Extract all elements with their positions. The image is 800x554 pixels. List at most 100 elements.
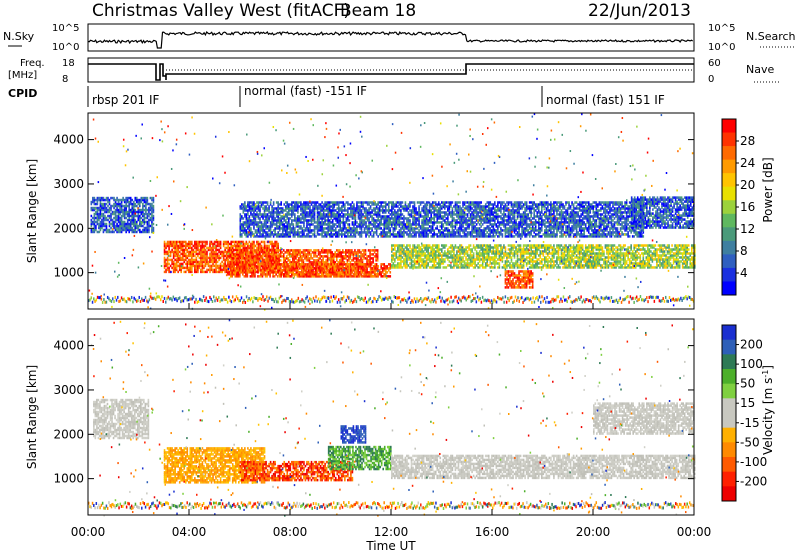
data-cell [299,255,302,258]
data-cell [257,207,260,210]
data-cell [301,265,304,268]
data-cell [418,213,420,216]
data-cell [391,211,393,214]
data-cell [418,215,420,218]
data-cell [444,219,446,222]
data-cell [387,201,390,204]
data-cell [307,201,310,204]
data-cell [275,209,278,212]
data-cell [384,207,387,210]
data-cell [374,275,376,278]
data-cell [302,255,305,258]
data-cell [225,270,228,274]
data-cell [424,217,426,220]
data-cell [328,249,330,252]
data-cell [283,215,286,218]
data-cell [334,229,337,232]
data-cell [234,248,237,252]
data-cell [294,203,296,206]
data-cell [287,257,290,260]
data-cell [360,227,363,230]
data-cell [347,271,349,274]
data-cell [338,249,341,252]
data-cell [137,214,140,218]
data-cell [318,203,320,206]
data-cell [439,233,442,236]
data-cell [406,233,408,236]
data-cell [277,250,279,254]
data-cell [312,217,314,220]
data-cell [145,226,147,230]
data-cell [140,230,143,234]
data-cell [131,206,134,210]
data-cell [371,219,373,222]
data-cell [305,259,308,262]
data-cell [178,240,181,244]
data-cell [357,265,360,268]
data-cell [249,249,252,252]
data-cell [403,215,405,218]
data-cell [297,209,299,212]
data-cell [126,214,129,218]
data-cell [189,252,192,256]
data-cell [248,229,251,232]
data-cell [349,261,352,264]
data-cell [397,221,399,224]
data-cell [424,223,426,226]
data-cell [380,267,382,270]
data-cell [178,266,181,270]
data-cell [250,235,252,238]
data-cell [351,207,354,210]
data-cell [436,217,439,220]
data-cell [266,219,269,222]
data-cell [375,265,378,268]
data-cell [283,223,286,226]
data-cell [108,210,111,214]
data-cell [418,201,420,204]
data-cell [92,208,94,212]
data-cell [338,255,341,258]
data-cell [257,223,260,226]
data-cell [204,256,207,260]
data-cell [291,221,293,224]
data-cell [146,230,149,234]
data-cell [189,270,192,274]
data-cell [288,259,291,262]
data-cell [266,273,268,276]
data-cell [278,207,281,210]
data-cell [345,265,348,268]
data-cell [407,217,410,220]
data-cell [244,227,246,230]
data-cell [301,235,304,238]
data-cell [381,201,384,204]
data-cell [395,219,398,222]
data-cell [135,204,138,208]
data-cell [314,261,317,264]
data-cell [392,205,395,208]
data-cell [238,275,241,278]
data-cell [392,213,395,216]
data-cell [254,265,256,268]
data-cell [313,221,316,224]
data-cell [146,216,149,220]
data-cell [359,271,361,274]
data-cell [300,267,302,270]
data-cell [518,270,520,273]
data-cell [145,216,147,220]
data-cell [371,271,373,274]
data-cell [128,200,130,204]
data-cell [359,235,361,238]
data-cell [419,203,422,206]
data-cell [342,209,345,212]
data-cell [189,246,192,250]
data-cell [337,251,340,254]
data-cell [336,225,339,228]
data-cell [356,263,358,266]
data-cell [366,231,369,234]
data-cell [349,253,352,256]
data-cell [148,230,150,234]
data-cell [347,235,349,238]
data-cell [310,231,313,234]
data-cell [225,240,228,244]
data-cell [280,219,283,222]
